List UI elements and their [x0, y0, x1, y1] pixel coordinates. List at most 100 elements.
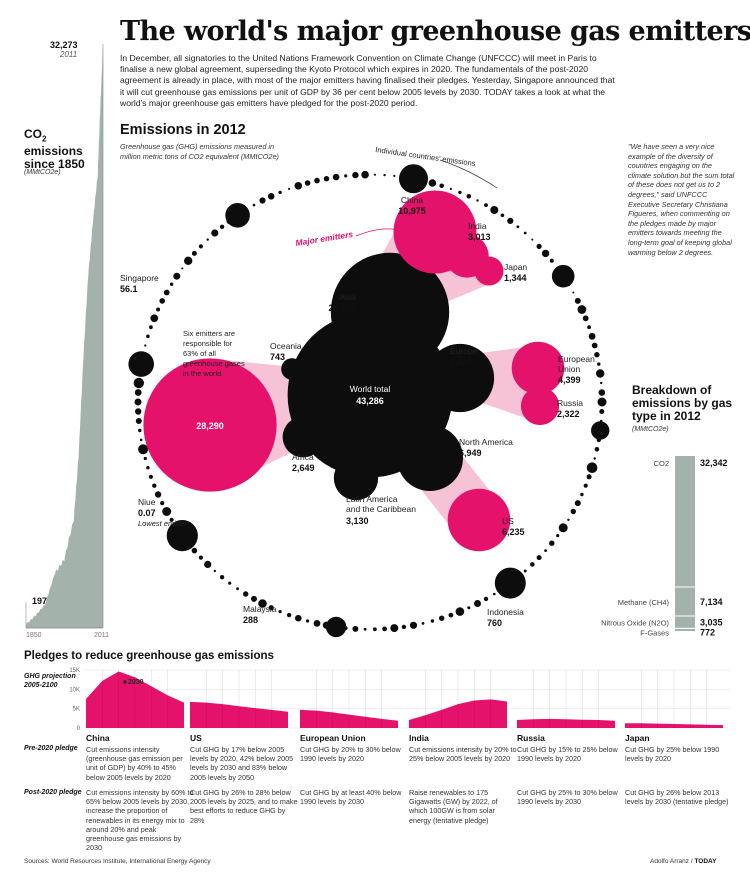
- country-dot: [198, 555, 203, 560]
- country-dot: [166, 520, 198, 552]
- row-label-pre: Pre-2020 pledge: [24, 745, 78, 752]
- projection-area: [409, 699, 507, 728]
- country-dot: [458, 190, 462, 195]
- country-dot: [252, 203, 256, 207]
- six-emitters-note: in the world: [183, 369, 221, 378]
- credit-outlet: TODAY: [694, 858, 717, 865]
- pre-2020-pledge: Cut GHG by 20% to 30% below 1990 levels …: [300, 745, 401, 764]
- six-emitters-value: 28,290: [196, 421, 224, 431]
- country-dot: [516, 225, 520, 229]
- country-dot: [148, 474, 153, 479]
- country-dot: [198, 244, 203, 249]
- country-dot: [594, 352, 600, 358]
- country-dot: [128, 351, 154, 377]
- country-dot: [577, 305, 587, 314]
- region-value: 22,352: [328, 303, 356, 313]
- country-dot: [382, 626, 387, 632]
- country-dot: [191, 547, 198, 554]
- country-dot: [448, 612, 454, 618]
- country-dot: [586, 474, 592, 480]
- gas-segment: [675, 456, 695, 587]
- country-dot: [484, 203, 488, 208]
- gas-value: 32,342: [700, 458, 728, 468]
- intro-paragraph: In December, all signatories to the Unit…: [120, 53, 615, 108]
- country-dot: [169, 282, 174, 286]
- country-dot: [146, 334, 150, 339]
- country-dot: [574, 500, 581, 507]
- country-dot: [295, 614, 302, 622]
- gas-value: 772: [700, 627, 715, 637]
- country-dot: [493, 592, 496, 596]
- country-dot: [430, 619, 435, 623]
- country-dot: [523, 569, 527, 573]
- y-tick-label: 0: [77, 726, 81, 732]
- country-dot: [467, 606, 471, 610]
- pre-2020-pledge: Cut GHG by 15% to 25% below 1990 levels …: [517, 745, 618, 764]
- country-dot: [536, 555, 542, 561]
- country-dot: [531, 238, 534, 241]
- gas-label: Nitrous Oxide (N2O): [601, 619, 669, 628]
- post-2020-pledge: Cut emissions intensity by 60% to 65% be…: [86, 788, 194, 853]
- country-dot: [401, 624, 407, 630]
- y-tick-label: 10K: [69, 687, 80, 693]
- country-dot: [236, 587, 240, 591]
- country-dot: [541, 249, 550, 258]
- country-dot: [500, 213, 505, 218]
- country-value: 760: [487, 618, 502, 628]
- country-dot: [551, 264, 575, 288]
- country-dot: [211, 229, 219, 237]
- country-label: Singapore: [120, 273, 159, 283]
- projection-2030-label: 2030: [128, 679, 144, 686]
- country-dot: [544, 549, 547, 552]
- country-dot: [549, 540, 555, 546]
- gas-label: CO2: [654, 459, 669, 468]
- country-dot: [490, 206, 499, 214]
- six-emitters-note: 63% of all: [183, 349, 216, 358]
- country-label: Niue: [138, 497, 156, 507]
- post-2020-pledge: Cut GHG by 26% below 2013 levels by 2030…: [625, 788, 729, 807]
- country-dot: [286, 612, 292, 618]
- region-value: 6,949: [459, 448, 482, 458]
- country-dot: [181, 267, 184, 270]
- country-dot: [580, 492, 584, 497]
- sources: Sources: World Resources Institute, Inte…: [24, 858, 211, 865]
- emitter-label: Union: [558, 364, 580, 374]
- history-start-year: 1850: [26, 632, 42, 639]
- country-dot: [597, 362, 601, 366]
- credit: Adolfo Arranz / TODAY: [650, 858, 717, 865]
- pledge-country-name: India: [409, 733, 429, 743]
- country-dot: [588, 332, 596, 340]
- gas-breakdown-chart: CO2 32,342 Methane (CH4) 7,134 Nitrous Oxide…: [600, 456, 728, 640]
- major-emitters-label: Major emitters: [295, 229, 354, 248]
- country-label: Indonesia: [487, 607, 524, 617]
- country-dot: [134, 398, 142, 406]
- country-dot: [419, 177, 427, 184]
- country-dot: [267, 193, 275, 200]
- region-label: Latin America: [346, 494, 398, 504]
- country-dot: [558, 523, 568, 533]
- country-dot: [138, 428, 142, 433]
- country-dot: [156, 307, 161, 312]
- emitter-label: Russia: [557, 398, 583, 408]
- country-dot: [476, 199, 479, 202]
- country-dot: [393, 174, 396, 177]
- gas-label: F-Gases: [640, 628, 669, 637]
- country-dot: [278, 190, 282, 195]
- country-dot: [523, 231, 527, 235]
- country-dot: [586, 462, 598, 474]
- country-dot: [530, 562, 535, 567]
- country-dot: [228, 581, 232, 585]
- country-dot: [163, 289, 170, 296]
- region-bubble: [281, 358, 303, 380]
- country-dot: [140, 352, 146, 358]
- emitter-label: US: [502, 516, 514, 526]
- country-dot: [421, 622, 425, 625]
- country-dot: [162, 507, 172, 516]
- emitter-value: 10,975: [398, 206, 426, 216]
- country-dot: [439, 615, 445, 621]
- history-area-chart: [25, 44, 104, 629]
- emitter-label: India: [468, 221, 487, 231]
- credit-author: Adolfo Arranz /: [650, 858, 693, 865]
- country-dot: [455, 607, 465, 616]
- projection-area: [625, 723, 723, 728]
